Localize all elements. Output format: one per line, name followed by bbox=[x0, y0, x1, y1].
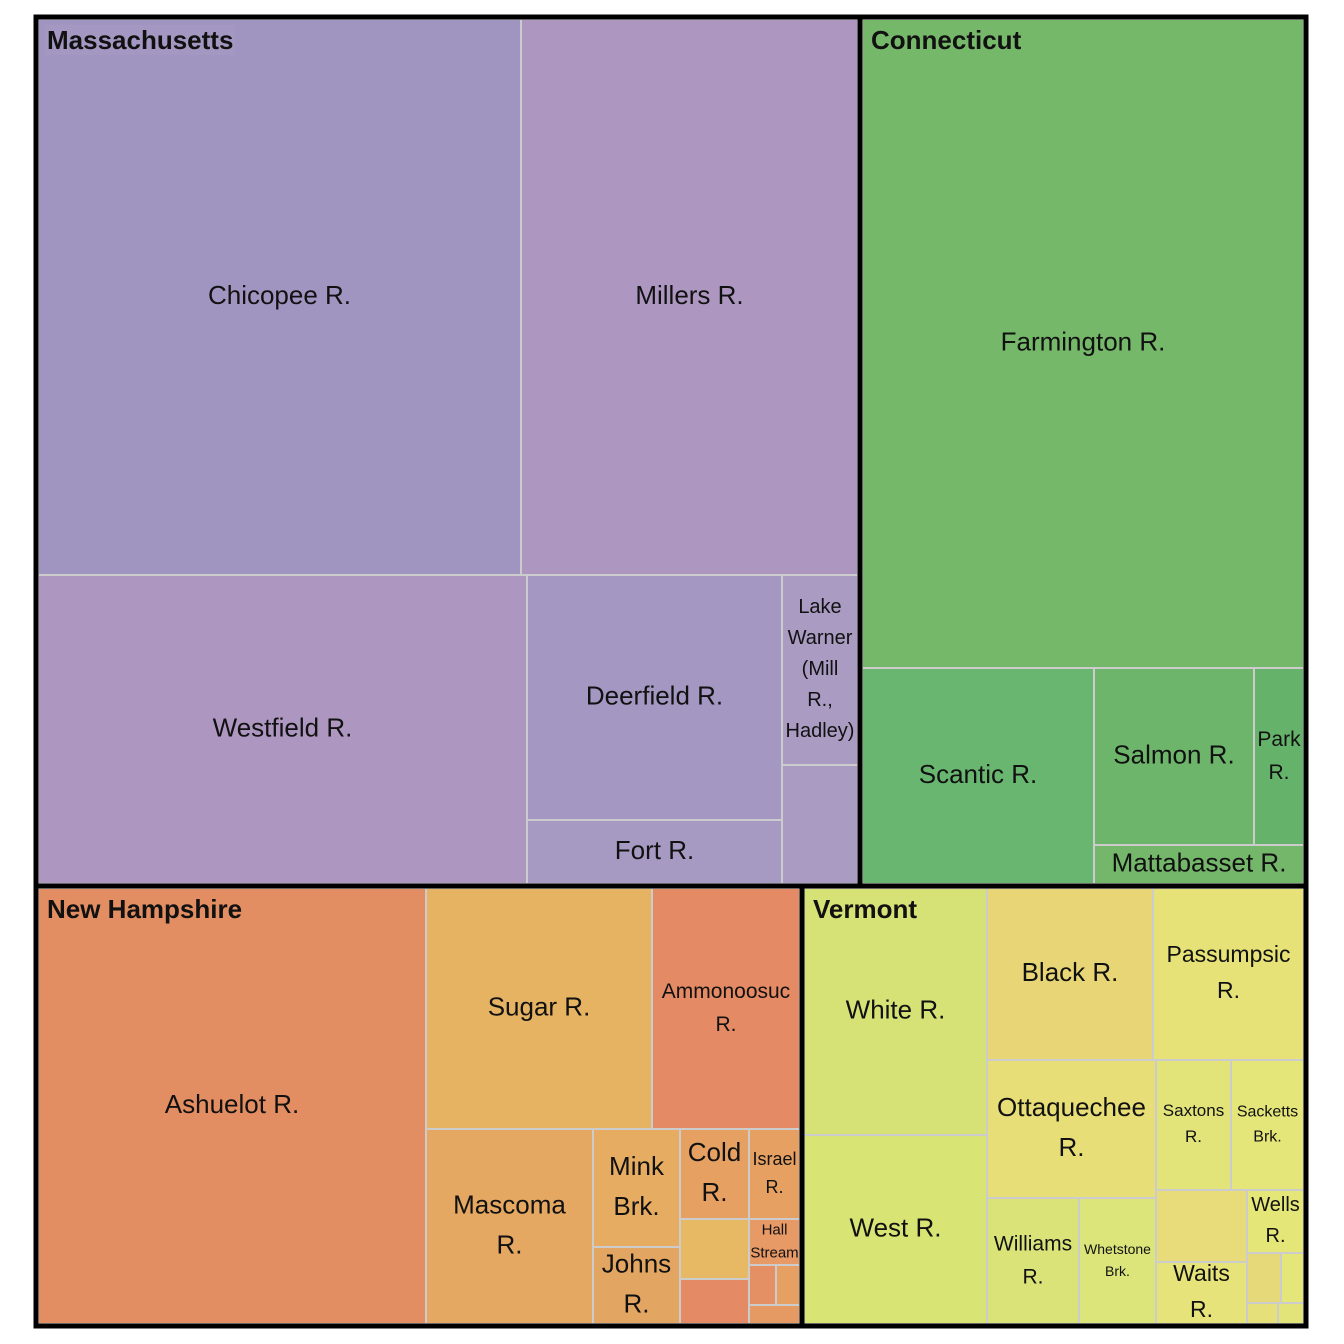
cell bbox=[37, 887, 427, 1325]
cell-label: Waits R. bbox=[1173, 1260, 1230, 1322]
group-label-bg bbox=[869, 25, 1024, 55]
cell bbox=[781, 764, 859, 885]
cell-label: Williams R. bbox=[994, 1232, 1072, 1288]
group-label: Connecticut bbox=[871, 25, 1022, 55]
cell bbox=[1155, 1059, 1232, 1191]
cell bbox=[1155, 1261, 1248, 1325]
cell-label: Whetstone Brk. bbox=[1084, 1241, 1151, 1279]
cell-label: Mink Brk. bbox=[609, 1151, 665, 1221]
cell-label: Hall Stream bbox=[750, 1221, 798, 1261]
cell bbox=[651, 887, 801, 1130]
cell bbox=[592, 1128, 681, 1248]
cell-label: White R. bbox=[846, 994, 946, 1024]
cell-label: Ashuelot R. bbox=[165, 1089, 299, 1119]
cell bbox=[1155, 1189, 1248, 1263]
group-label: New Hampshire bbox=[47, 894, 242, 924]
cell bbox=[1152, 887, 1305, 1061]
group-label-bg bbox=[811, 894, 920, 924]
cell bbox=[1277, 1302, 1305, 1325]
cell-label: Deerfield R. bbox=[586, 680, 723, 710]
cell-label: Mascoma R. bbox=[453, 1189, 566, 1259]
cell-label: Park R. bbox=[1257, 728, 1301, 784]
cell-label: Salmon R. bbox=[1113, 739, 1234, 769]
cell bbox=[425, 1128, 594, 1325]
group-label-bg bbox=[45, 25, 236, 55]
cell bbox=[1246, 1252, 1282, 1304]
cell bbox=[775, 1264, 801, 1306]
cell bbox=[679, 1278, 750, 1325]
cell bbox=[1230, 1059, 1305, 1191]
cell bbox=[986, 1059, 1157, 1199]
cell-label: Cold R. bbox=[688, 1137, 741, 1207]
cell bbox=[526, 574, 783, 821]
group-label-bg bbox=[45, 894, 245, 924]
cell-label: Wells R. bbox=[1251, 1194, 1300, 1247]
cell bbox=[986, 1197, 1080, 1325]
cell bbox=[425, 887, 653, 1130]
cell bbox=[1246, 1302, 1279, 1325]
group-frame bbox=[799, 883, 1309, 1329]
cell-label: Saxtons R. bbox=[1163, 1101, 1224, 1146]
cell bbox=[1078, 1197, 1157, 1325]
cell bbox=[748, 1128, 801, 1220]
cell bbox=[748, 1304, 801, 1325]
cell bbox=[803, 887, 988, 1136]
cell bbox=[748, 1264, 777, 1306]
cell-label: Passumpsic R. bbox=[1167, 941, 1291, 1003]
cell-label: Sugar R. bbox=[488, 991, 591, 1021]
cell-label: Mattabasset R. bbox=[1112, 847, 1287, 877]
cell bbox=[592, 1246, 681, 1325]
cell-label: Millers R. bbox=[635, 280, 743, 310]
cell-label: Israel R. bbox=[752, 1149, 796, 1197]
cell-label: Ottaquechee R. bbox=[997, 1092, 1146, 1162]
cell-label: Sacketts Brk. bbox=[1237, 1104, 1298, 1146]
cell bbox=[803, 1134, 988, 1325]
cell-label: Johns R. bbox=[602, 1248, 671, 1318]
cell-label: Lake Warner (Mill R., Hadley) bbox=[786, 596, 855, 742]
cell bbox=[37, 18, 522, 576]
cell-label: Chicopee R. bbox=[208, 280, 351, 310]
cell-label: Black R. bbox=[1022, 957, 1119, 987]
cell bbox=[1093, 844, 1305, 885]
cell-label: Fort R. bbox=[615, 835, 694, 865]
group-label: Vermont bbox=[813, 894, 917, 924]
cell bbox=[1280, 1252, 1305, 1304]
cell bbox=[1253, 667, 1305, 846]
cell bbox=[679, 1218, 750, 1280]
group-label: Massachusetts bbox=[47, 25, 233, 55]
cell-label: Scantic R. bbox=[919, 759, 1038, 789]
cell-label: West R. bbox=[850, 1212, 942, 1242]
cell bbox=[986, 887, 1154, 1061]
cell-label: Westfield R. bbox=[213, 712, 353, 742]
cell-label: Farmington R. bbox=[1001, 326, 1166, 356]
cell bbox=[781, 574, 859, 766]
cell bbox=[679, 1128, 750, 1220]
cell-label: Ammonoosuc R. bbox=[662, 980, 790, 1036]
cell bbox=[861, 18, 1305, 669]
cell bbox=[37, 574, 528, 885]
